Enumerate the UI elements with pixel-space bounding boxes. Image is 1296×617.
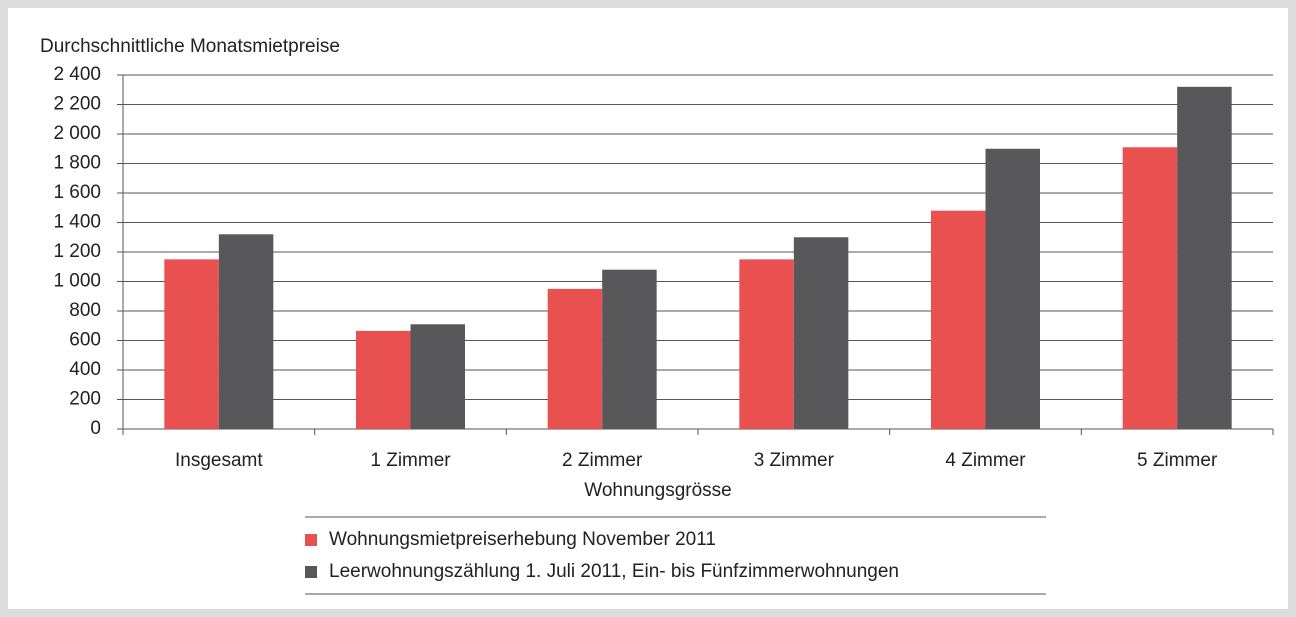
- y-tick-label: 0: [90, 418, 101, 439]
- y-axis-title: Durchschnittliche Monatsmietpreise: [40, 36, 340, 57]
- bar: [1122, 147, 1178, 429]
- legend-swatch: [305, 534, 317, 546]
- y-tick-label: 1 600: [53, 182, 101, 203]
- y-tick-label: 1 200: [53, 241, 101, 262]
- bar: [985, 148, 1040, 429]
- x-tick-label: Insgesamt: [175, 450, 263, 471]
- x-tick-label: 1 Zimmer: [370, 450, 451, 471]
- y-tick-label: 1 400: [53, 212, 101, 233]
- x-tick-label: 3 Zimmer: [754, 450, 835, 471]
- bar: [931, 210, 986, 429]
- bar: [410, 324, 465, 429]
- y-tick-label: 1 800: [53, 153, 101, 174]
- bar: [1177, 86, 1232, 430]
- bar: [356, 330, 411, 429]
- legend-swatch: [305, 566, 317, 578]
- y-tick-label: 200: [69, 389, 101, 410]
- bar: [739, 259, 794, 429]
- bar: [547, 288, 603, 429]
- bar: [793, 237, 849, 429]
- y-tick-label: 2 000: [53, 123, 101, 144]
- y-tick-label: 2 400: [53, 64, 101, 85]
- bar: [164, 259, 219, 429]
- bar: [218, 234, 274, 429]
- x-axis-title: Wohnungsgrösse: [584, 480, 732, 501]
- y-tick-label: 600: [69, 330, 101, 351]
- x-tick-label: 5 Zimmer: [1137, 450, 1218, 471]
- legend-label: Wohnungsmietpreiserhebung November 2011: [329, 529, 716, 550]
- bar: [602, 269, 657, 429]
- y-tick-label: 1 000: [53, 271, 101, 292]
- x-tick-label: 4 Zimmer: [945, 450, 1026, 471]
- legend-label: Leerwohnungszählung 1. Juli 2011, Ein- b…: [329, 561, 899, 582]
- y-tick-label: 800: [69, 300, 101, 321]
- y-tick-label: 2 200: [53, 94, 101, 115]
- x-tick-label: 2 Zimmer: [562, 450, 643, 471]
- y-tick-label: 400: [69, 359, 101, 380]
